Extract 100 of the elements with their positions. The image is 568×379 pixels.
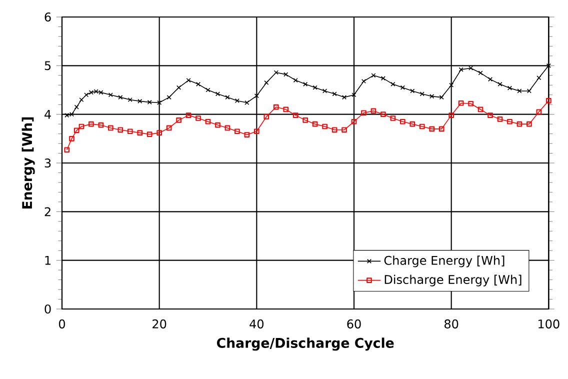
point [430, 94, 434, 99]
point [254, 94, 259, 98]
point [438, 126, 444, 132]
point [137, 130, 143, 136]
point [196, 82, 201, 86]
point [176, 85, 182, 90]
x-tick-label: 0 [58, 319, 66, 328]
point [342, 95, 347, 100]
point [244, 100, 250, 105]
point [293, 78, 298, 83]
point [380, 112, 386, 118]
point [429, 126, 435, 132]
point [88, 121, 94, 127]
point [498, 82, 502, 86]
legend-label: Charge Energy [Wh] [384, 256, 504, 268]
point [332, 127, 338, 133]
point [352, 92, 356, 98]
point [186, 112, 192, 118]
point [196, 116, 201, 121]
point [224, 125, 230, 131]
point [448, 112, 454, 118]
y-tick-label: 0 [44, 304, 51, 314]
point [458, 100, 464, 106]
point [127, 128, 133, 134]
point [225, 95, 230, 100]
point [274, 70, 278, 75]
point [264, 114, 270, 120]
point [419, 124, 425, 130]
point [536, 76, 542, 80]
x-tick-label: 60 [347, 319, 361, 328]
point [400, 118, 406, 124]
point [380, 76, 386, 81]
point [371, 73, 376, 78]
point [322, 88, 328, 94]
point [79, 97, 84, 102]
point [507, 118, 512, 124]
x-tick-label: 100 [538, 319, 560, 328]
point [292, 112, 298, 118]
point [536, 109, 542, 115]
point [468, 100, 474, 106]
point [108, 92, 113, 98]
x-tick-label: 80 [444, 319, 458, 328]
point [166, 125, 172, 131]
point [206, 88, 210, 92]
point [215, 92, 220, 96]
point [449, 82, 454, 88]
point [244, 132, 250, 138]
x-axis-title: Charge/Discharge Cycle [216, 338, 394, 351]
x-tick-label: 40 [250, 319, 264, 328]
point [420, 92, 424, 96]
point [273, 104, 279, 110]
point [439, 95, 444, 100]
point [497, 116, 503, 122]
point [302, 118, 308, 123]
point [234, 128, 240, 134]
point [516, 121, 522, 127]
point [234, 98, 240, 103]
point [458, 67, 464, 72]
point [370, 108, 376, 114]
point [400, 85, 405, 90]
point [488, 77, 493, 82]
point [108, 125, 114, 131]
point [303, 82, 308, 86]
point [157, 100, 162, 105]
y-tick-label: 2 [44, 207, 50, 216]
point [390, 116, 396, 121]
point [351, 118, 357, 124]
point [254, 128, 260, 134]
point [138, 98, 142, 104]
point [507, 86, 512, 90]
point [118, 95, 123, 100]
x-tick-label: 20 [152, 319, 166, 328]
point [283, 106, 289, 112]
point [390, 82, 396, 86]
point [284, 72, 288, 77]
point [410, 121, 416, 127]
legend-label: Discharge Energy [Wh] [384, 274, 522, 286]
point [74, 128, 80, 134]
point [478, 106, 484, 112]
point [478, 70, 483, 76]
point [526, 121, 532, 127]
y-tick-label: 6 [44, 12, 51, 22]
y-tick-label: 1 [45, 256, 50, 265]
point [526, 88, 532, 94]
point [361, 110, 366, 116]
point [147, 100, 152, 104]
point [146, 132, 152, 137]
point [176, 118, 182, 123]
point [128, 97, 132, 102]
point [118, 127, 124, 133]
point [98, 122, 104, 128]
point [264, 80, 269, 85]
point [332, 92, 337, 96]
y-tick-label: 5 [44, 61, 51, 70]
point [342, 127, 347, 133]
y-tick-label: 3 [44, 158, 51, 168]
y-tick-label: 4 [44, 110, 51, 119]
point [322, 124, 328, 130]
point [205, 118, 211, 124]
point [78, 124, 84, 130]
